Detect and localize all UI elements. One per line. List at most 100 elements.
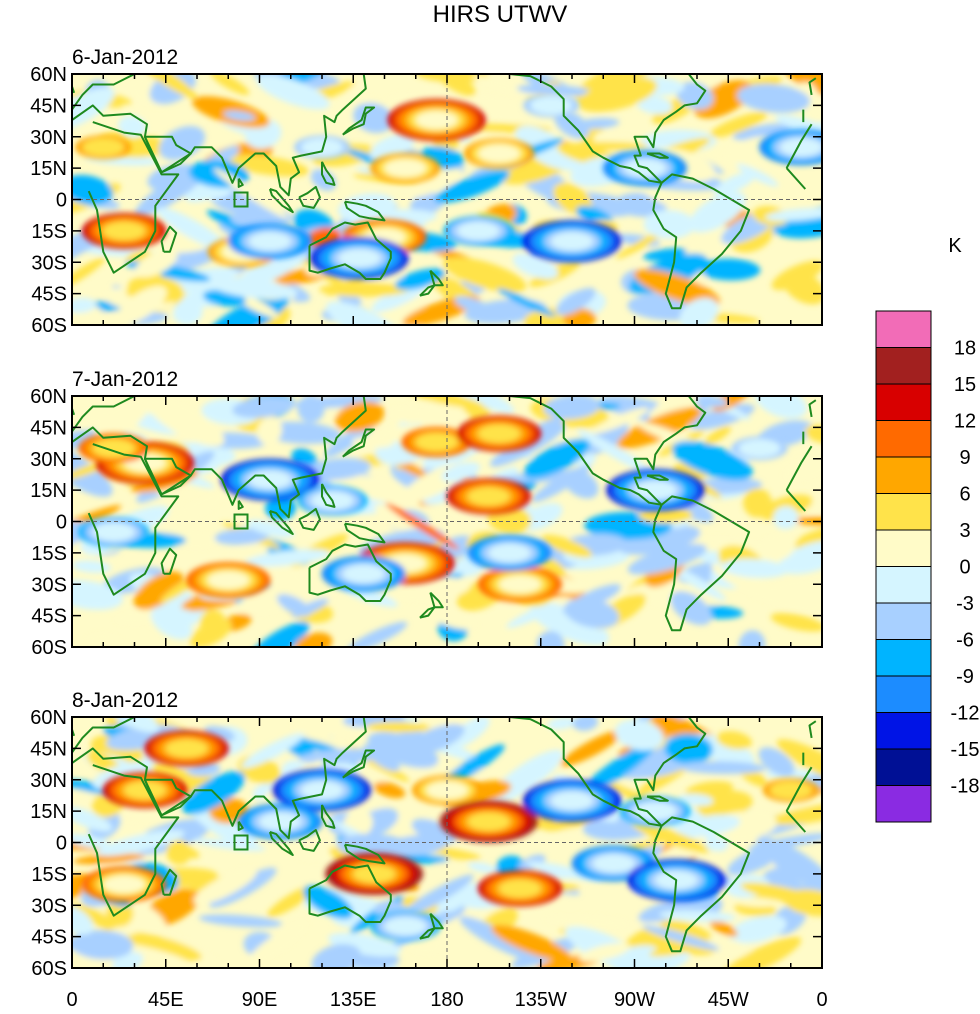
field-blob — [210, 278, 298, 300]
anomaly-field — [72, 74, 822, 325]
field-blob — [633, 269, 720, 307]
region-box — [233, 834, 249, 851]
field-blob — [303, 885, 353, 919]
coastline — [419, 284, 436, 297]
field-blob — [198, 914, 283, 928]
latitude-tick-label: 30N — [30, 449, 67, 471]
field-blob — [156, 207, 228, 251]
coastline — [429, 912, 444, 930]
field-blob — [689, 191, 746, 233]
field-blob — [615, 229, 667, 259]
coastline — [429, 269, 444, 287]
anomaly-feature — [301, 138, 343, 157]
latitude-tick-label: 45N — [30, 95, 67, 117]
field-blob — [134, 249, 178, 278]
anomaly-feature — [342, 564, 385, 583]
field-blob — [685, 781, 734, 799]
field-blob — [740, 882, 821, 906]
anomaly-feature — [384, 159, 427, 178]
colorbar: 18 15 12 9 6 3 0 -3 -6 -9 -12 -15 -18 — [875, 310, 980, 823]
field-blob — [638, 896, 705, 923]
field-blob — [770, 612, 822, 632]
longitude-axis: 0 45E 90E 135E 180 135W 90W 45W 0 — [66, 989, 827, 1011]
anomaly-feature — [769, 781, 812, 800]
anomaly-feature — [248, 470, 291, 489]
field-blob — [709, 920, 738, 937]
field-blob — [175, 845, 200, 859]
field-blob — [334, 473, 421, 506]
field-blob — [546, 915, 630, 927]
colorbar-tick-label: -15 — [951, 739, 980, 761]
coastlines — [72, 74, 817, 310]
field-blob — [276, 594, 311, 617]
coastline — [652, 173, 751, 310]
coastline — [472, 74, 707, 184]
latitude-tick-label: 0 — [56, 512, 67, 534]
field-blob — [526, 861, 604, 882]
field-blob — [770, 579, 822, 610]
colorbar-tick-label: 0 — [959, 557, 970, 579]
field-blob — [390, 407, 426, 424]
anomaly-feature — [384, 917, 427, 936]
field-blob — [534, 417, 563, 434]
coastline — [343, 522, 386, 544]
field-blob — [441, 462, 481, 482]
field-blob — [114, 131, 144, 152]
field-blob — [536, 631, 565, 647]
field-blob — [319, 282, 409, 297]
colorbar-tick-label: 6 — [959, 484, 970, 506]
field-blob — [728, 915, 787, 944]
field-blob — [732, 123, 793, 141]
anomaly-field — [72, 396, 822, 647]
field-blob — [72, 806, 112, 832]
colorbar-tick-label: 18 — [954, 338, 976, 360]
field-blob — [337, 833, 411, 859]
anomaly-features — [75, 93, 822, 280]
coastline — [646, 474, 669, 481]
coastlines — [72, 396, 817, 632]
anomaly-feature — [478, 144, 521, 163]
coastline — [298, 185, 321, 209]
latitude-tick-label: 30S — [31, 574, 67, 596]
field-blob — [129, 74, 198, 99]
coastline — [143, 457, 192, 496]
anomaly-feature — [478, 424, 521, 443]
field-blob — [748, 833, 822, 851]
field-blob — [694, 396, 728, 408]
field-blob — [246, 621, 310, 647]
field-blob — [366, 721, 431, 733]
field-blob — [442, 257, 527, 293]
colorbar-tick-label: 9 — [959, 447, 970, 469]
latitude-tick-label: 60N — [30, 64, 67, 86]
field-blob — [679, 297, 719, 325]
anomaly-feature — [498, 575, 541, 594]
colorbar-swatch — [875, 383, 932, 421]
field-blob — [97, 829, 185, 856]
field-blob — [562, 468, 599, 499]
field-blob — [782, 270, 822, 305]
coastline — [342, 106, 376, 136]
field-blob — [73, 853, 145, 865]
latitude-tick-label: 15N — [30, 801, 67, 823]
anomaly-feature — [592, 854, 635, 873]
field-blob — [716, 731, 752, 750]
colorbar-tick-label: 15 — [954, 374, 976, 396]
panel-date-label: 6-Jan-2012 — [72, 46, 178, 69]
field-blob — [578, 942, 631, 962]
field-blob — [754, 396, 807, 419]
colorbar-tick-label: -9 — [956, 666, 974, 688]
field-blob — [648, 396, 705, 420]
field-blob — [346, 621, 408, 647]
longitude-tick-label: 135E — [330, 989, 377, 1011]
field-blob — [472, 75, 538, 98]
field-blob — [159, 125, 206, 161]
anomaly-features — [78, 415, 788, 603]
colorbar-swatch — [875, 748, 932, 786]
field-blob — [697, 258, 761, 281]
latitude-tick-label: 60N — [30, 707, 67, 729]
coastline — [237, 178, 244, 188]
field-blob — [72, 580, 123, 610]
latitude-tick-label: 15S — [31, 543, 67, 565]
field-blob — [72, 841, 122, 851]
coastline — [237, 500, 244, 510]
